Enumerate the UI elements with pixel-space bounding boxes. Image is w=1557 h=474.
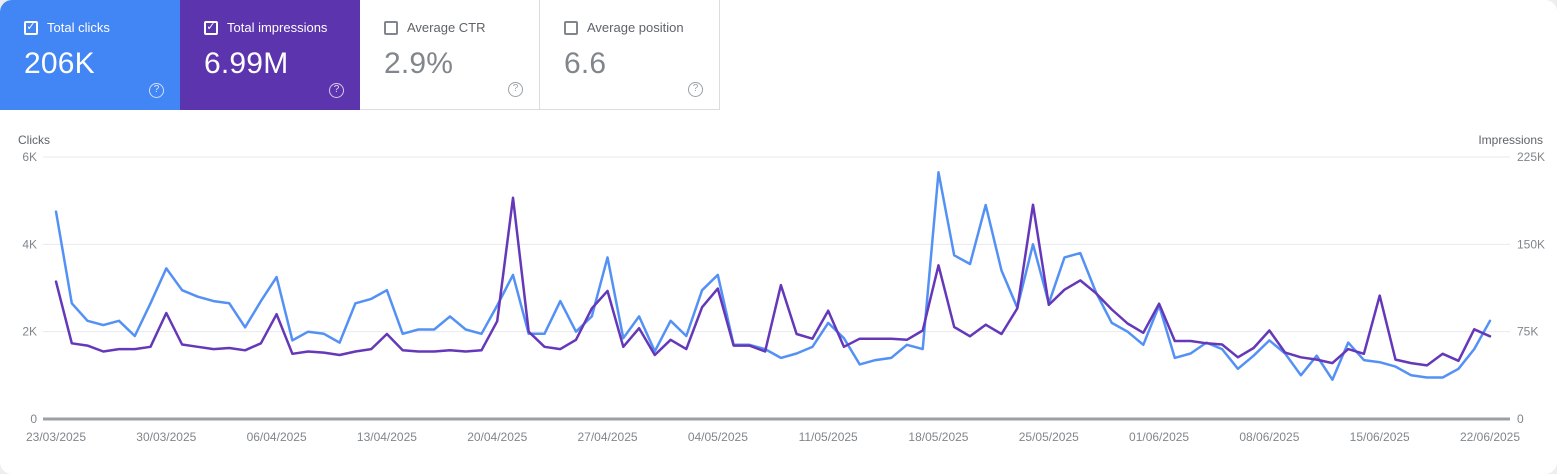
total-clicks-checkbox[interactable]: ✓ — [24, 20, 38, 35]
help-icon[interactable]: ? — [329, 83, 344, 98]
tile-label: Average CTR — [407, 20, 486, 35]
x-axis-date-label: 01/06/2025 — [1129, 430, 1189, 444]
series-line-total-clicks[interactable] — [54, 171, 1492, 381]
left-axis-tick: 2K — [22, 325, 37, 339]
tile-label: Total impressions — [227, 20, 328, 35]
x-axis-date-label: 20/04/2025 — [467, 430, 527, 444]
average-ctr-value: 2.9% — [384, 47, 454, 80]
x-axis-date-label: 23/03/2025 — [26, 430, 86, 444]
performance-chart[interactable]: 6K 225K 4K 150K 2K 75K 0 0 Clicks Impressions 23/0… — [0, 110, 1557, 474]
total-clicks-value: 206K — [24, 47, 95, 80]
tile-total-clicks[interactable]: ✓ Total clicks 206K ? — [0, 0, 180, 110]
x-axis-date-label: 11/05/2025 — [799, 430, 858, 444]
tile-label: Average position — [587, 20, 684, 35]
average-position-checkbox[interactable] — [564, 20, 578, 35]
left-axis-tick: 4K — [22, 237, 37, 251]
total-impressions-checkbox[interactable]: ✓ — [204, 20, 218, 35]
tile-label: Total clicks — [47, 20, 110, 35]
metric-tiles-row: ✓ Total clicks 206K ? ✓ Total impression… — [0, 0, 1557, 110]
x-axis-date-label: 15/06/2025 — [1350, 430, 1410, 444]
tile-total-impressions[interactable]: ✓ Total impressions 6.99M ? — [180, 0, 360, 110]
help-icon[interactable]: ? — [149, 83, 164, 98]
x-axis-date-label: 25/05/2025 — [1019, 430, 1079, 444]
x-axis-date-label: 06/04/2025 — [247, 430, 307, 444]
right-axis-tick: 150K — [1517, 237, 1545, 251]
total-impressions-value: 6.99M — [204, 47, 289, 80]
right-axis-tick: 225K — [1517, 150, 1545, 164]
x-axis-date-label: 13/04/2025 — [357, 430, 417, 444]
x-axis-date-label: 04/05/2025 — [688, 430, 748, 444]
series-line-total-impressions[interactable] — [54, 196, 1492, 367]
right-axis-tick: 75K — [1517, 325, 1538, 339]
left-axis-tick: 6K — [22, 150, 37, 164]
left-axis-title: Clicks — [18, 133, 50, 147]
x-axis-date-label: 08/06/2025 — [1239, 430, 1299, 444]
average-position-value: 6.6 — [564, 47, 607, 80]
x-axis-date-label: 18/05/2025 — [908, 430, 968, 444]
average-ctr-checkbox[interactable] — [384, 20, 398, 35]
tile-average-ctr[interactable]: Average CTR 2.9% ? — [360, 0, 540, 110]
help-icon[interactable]: ? — [688, 82, 703, 97]
tile-average-position[interactable]: Average position 6.6 ? — [540, 0, 720, 110]
help-icon[interactable]: ? — [508, 82, 523, 97]
x-axis-date-label: 27/04/2025 — [578, 430, 638, 444]
x-axis-date-label: 30/03/2025 — [136, 430, 196, 444]
chart-canvas[interactable]: 6K 225K 4K 150K 2K 75K 0 0 Clicks Impressions 23/0… — [0, 110, 1557, 474]
x-axis-date-label: 22/06/2025 — [1460, 430, 1520, 444]
right-axis-title: Impressions — [1478, 133, 1543, 147]
left-axis-tick: 0 — [30, 412, 37, 426]
right-axis-tick: 0 — [1517, 412, 1524, 426]
